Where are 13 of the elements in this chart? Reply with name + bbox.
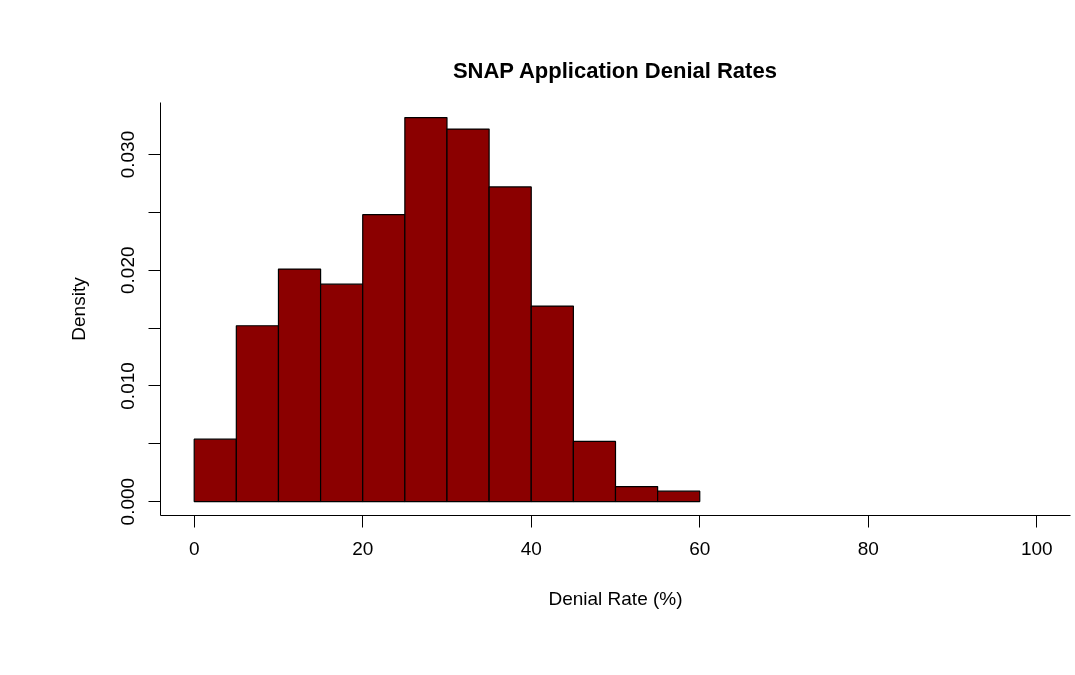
y-tick-label: 0.030 — [117, 130, 139, 179]
x-axis-title: Denial Rate (%) — [548, 587, 683, 609]
x-tick-label: 80 — [857, 537, 879, 559]
y-tick-label: 0.000 — [117, 477, 139, 526]
x-tick-label: 20 — [352, 537, 374, 559]
y-tick-label: 0.010 — [117, 362, 139, 410]
chart-title: SNAP Application Denial Rates — [452, 57, 777, 83]
x-tick-label: 40 — [520, 537, 542, 559]
x-tick-label: 60 — [689, 537, 711, 559]
x-tick-label: 100 — [1020, 537, 1053, 559]
y-axis-title: Density — [67, 276, 89, 341]
y-tick-label: 0.020 — [117, 246, 139, 295]
x-tick-label: 0 — [188, 537, 200, 559]
